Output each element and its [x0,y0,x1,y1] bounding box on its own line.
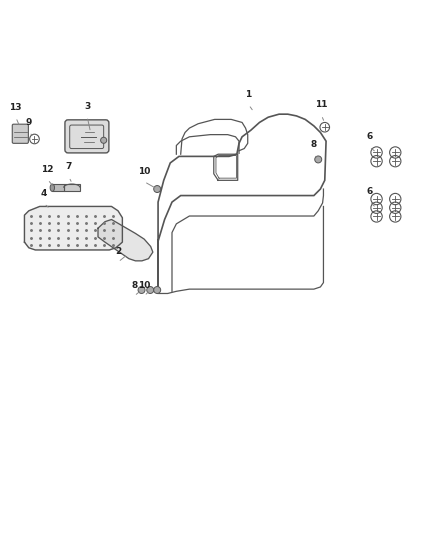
Circle shape [138,287,145,294]
Text: 8: 8 [131,281,137,290]
Text: 1: 1 [245,90,252,99]
Circle shape [101,137,107,143]
Text: 12: 12 [41,165,54,174]
FancyBboxPatch shape [65,120,109,153]
Text: 4: 4 [41,189,47,198]
Circle shape [315,156,322,163]
Text: 3: 3 [84,102,90,111]
Circle shape [147,287,154,294]
Text: 10: 10 [138,281,150,290]
Text: 11: 11 [315,100,328,109]
Bar [52,184,64,191]
Polygon shape [98,220,153,261]
Circle shape [154,287,161,294]
Polygon shape [25,206,122,250]
Text: 13: 13 [10,102,22,111]
Text: 8: 8 [311,140,317,149]
Circle shape [154,185,161,192]
Text: 2: 2 [115,247,121,256]
Text: 7: 7 [66,162,72,171]
Text: 6: 6 [366,132,372,141]
Text: 9: 9 [25,118,32,127]
Bar [64,184,80,191]
Ellipse shape [50,184,54,191]
Text: 6: 6 [366,188,372,197]
Text: 10: 10 [138,167,150,176]
FancyBboxPatch shape [12,124,28,143]
